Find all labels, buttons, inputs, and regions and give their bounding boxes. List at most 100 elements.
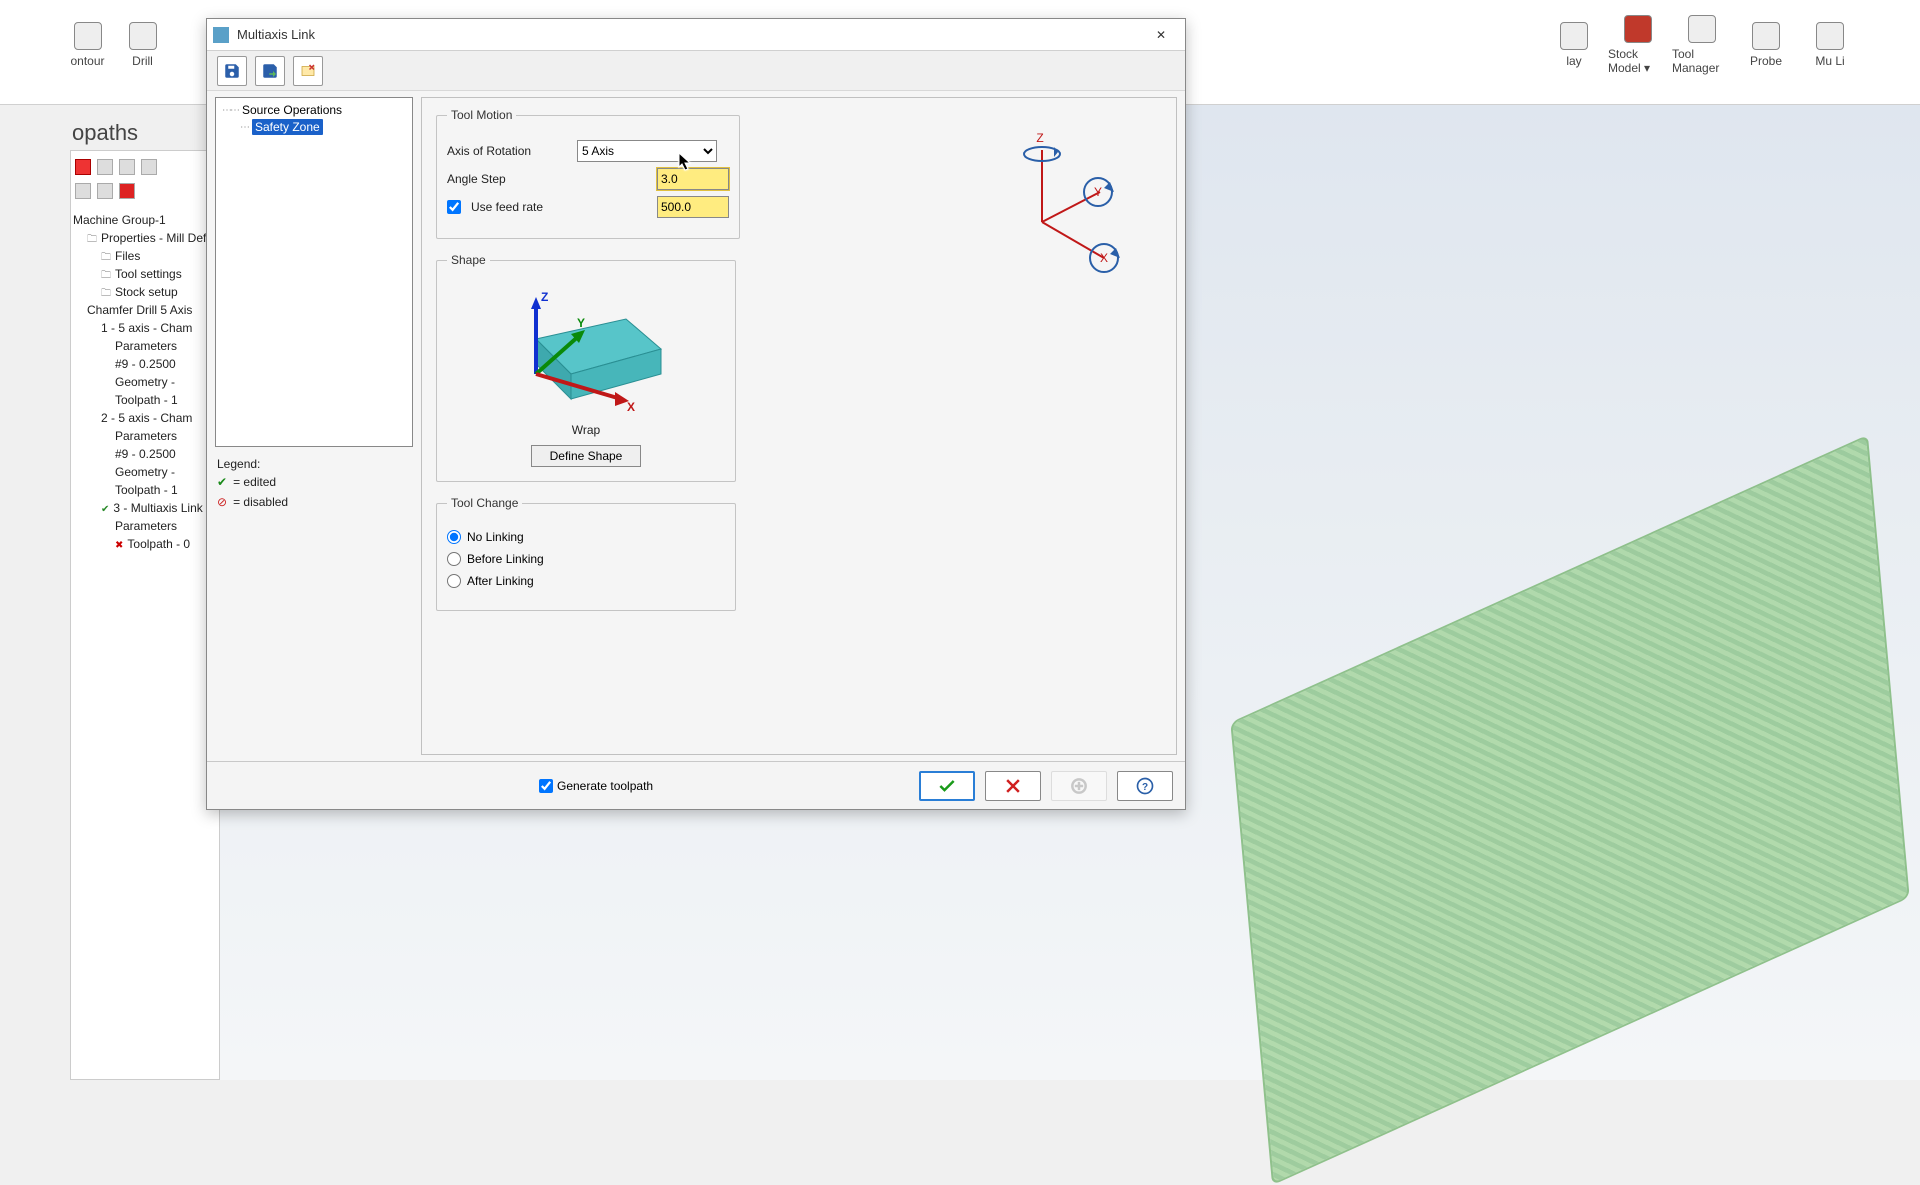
nav-item-safety-zone[interactable]: ⋯ Safety Zone — [222, 118, 406, 136]
tree-node[interactable]: Machine Group-1 — [73, 211, 217, 229]
nav-label: Safety Zone — [252, 119, 323, 135]
contour-icon — [74, 22, 102, 50]
ribbon-probe[interactable]: Probe — [1736, 0, 1796, 90]
before-linking-radio[interactable] — [447, 552, 461, 566]
apply-button — [1051, 771, 1107, 801]
legend: Legend: ✔ = edited ⊘ = disabled — [215, 453, 413, 519]
drill-icon — [129, 22, 157, 50]
save-button[interactable] — [217, 56, 247, 86]
help-button[interactable]: ? — [1117, 771, 1173, 801]
svg-text:Y: Y — [1094, 185, 1102, 199]
tree-node[interactable]: Tool settings — [73, 265, 217, 283]
tree-node[interactable]: Toolpath - 1 — [73, 481, 217, 499]
toolpaths-panel: Machine Group-1Properties - Mill DefaFil… — [70, 150, 220, 1080]
ribbon-multi[interactable]: Mu Li — [1800, 0, 1860, 90]
svg-text:X: X — [627, 400, 635, 414]
generate-toolpath-option[interactable]: Generate toolpath — [539, 779, 653, 793]
dialog-titlebar[interactable]: Multiaxis Link ✕ — [207, 19, 1185, 51]
ribbon-tool-manager[interactable]: Tool Manager — [1672, 0, 1732, 90]
tree-node[interactable]: Parameters — [73, 337, 217, 355]
generate-toolpath-checkbox[interactable] — [539, 779, 553, 793]
tree-node[interactable]: 1 - 5 axis - Cham — [73, 319, 217, 337]
shape-preview: Z Y X — [481, 279, 691, 419]
axis-of-rotation-select[interactable]: 5 Axis — [577, 140, 717, 162]
close-button[interactable]: ✕ — [1143, 23, 1179, 47]
dialog-icon — [213, 27, 229, 43]
shape-caption: Wrap — [447, 423, 725, 437]
tree-node[interactable]: #9 - 0.2500 — [73, 355, 217, 373]
tool-change-group: Tool Change No Linking Before Linking Af… — [436, 496, 736, 611]
ribbon-contour[interactable]: ontour — [60, 0, 115, 90]
define-shape-button[interactable]: Define Shape — [531, 445, 642, 467]
angle-step-input[interactable] — [657, 168, 729, 190]
cursor-icon — [678, 152, 692, 172]
tool-icon[interactable] — [141, 159, 157, 175]
legend-disabled: = disabled — [233, 495, 288, 509]
reset-button[interactable] — [293, 56, 323, 86]
tree-connector-icon: ⋯ — [240, 122, 248, 133]
ribbon-play[interactable]: lay — [1544, 0, 1604, 90]
save-as-button[interactable] — [255, 56, 285, 86]
delete-icon[interactable] — [75, 159, 91, 175]
axis-of-rotation-label: Axis of Rotation — [447, 144, 567, 158]
tree-node[interactable]: Stock setup — [73, 283, 217, 301]
tree-node[interactable]: Files — [73, 247, 217, 265]
tree-node[interactable]: Parameters — [73, 427, 217, 445]
multiaxis-link-dialog: Multiaxis Link ✕ ⋯⋯ Source Operations ⋯ … — [206, 18, 1186, 810]
tree-node[interactable]: Geometry - — [73, 373, 217, 391]
tree-node[interactable]: Toolpath - 1 — [73, 391, 217, 409]
panel-toolbar — [73, 155, 217, 179]
legend-edited: = edited — [233, 475, 276, 489]
svg-text:Z: Z — [541, 290, 548, 304]
svg-text:Y: Y — [577, 316, 585, 330]
panel-title: opaths — [72, 120, 138, 146]
panel-toolbar-2 — [73, 179, 217, 203]
cancel-button[interactable] — [985, 771, 1041, 801]
tool-icon[interactable] — [75, 183, 91, 199]
tree-node[interactable]: Properties - Mill Defa — [73, 229, 217, 247]
group-title: Tool Motion — [447, 108, 516, 122]
dialog-footer: Generate toolpath ? — [207, 761, 1185, 809]
group-title: Tool Change — [447, 496, 522, 510]
nav-label: Source Operations — [242, 103, 342, 117]
check-icon: ✔ — [217, 475, 227, 489]
dialog-toolbar — [207, 51, 1185, 91]
group-title: Shape — [447, 253, 490, 267]
shape-group: Shape Z Y — [436, 253, 736, 482]
ok-button[interactable] — [919, 771, 975, 801]
tree-node[interactable]: 2 - 5 axis - Cham — [73, 409, 217, 427]
svg-text:?: ? — [1142, 782, 1148, 793]
dialog-title: Multiaxis Link — [237, 27, 1143, 42]
generate-toolpath-label: Generate toolpath — [557, 779, 653, 793]
tree-node[interactable]: Toolpath - 0 — [73, 535, 217, 553]
part-model — [1230, 435, 1909, 1185]
tree-node[interactable]: 3 - Multiaxis Link — [73, 499, 217, 517]
tool-icon[interactable] — [97, 183, 113, 199]
nav-item-source-ops[interactable]: ⋯⋯ Source Operations — [222, 102, 406, 118]
no-linking-radio[interactable] — [447, 530, 461, 544]
tool-icon[interactable] — [119, 159, 135, 175]
radio-label: No Linking — [467, 530, 524, 544]
legend-title: Legend: — [217, 457, 411, 471]
ribbon-label: Drill — [132, 54, 153, 68]
tree-node[interactable]: #9 - 0.2500 — [73, 445, 217, 463]
radio-label: After Linking — [467, 574, 534, 588]
radio-label: Before Linking — [467, 552, 544, 566]
use-feed-rate-checkbox[interactable] — [447, 200, 461, 214]
tool-motion-group: Tool Motion Axis of Rotation 5 Axis Angl… — [436, 108, 740, 239]
after-linking-radio[interactable] — [447, 574, 461, 588]
tree-node[interactable]: Parameters — [73, 517, 217, 535]
tree-node[interactable]: Chamfer Drill 5 Axis — [73, 301, 217, 319]
axis-diagram: Z Y X — [1000, 122, 1150, 292]
ribbon-stock-model[interactable]: Stock Model ▾ — [1608, 0, 1668, 90]
operations-tree[interactable]: Machine Group-1Properties - Mill DefaFil… — [73, 211, 217, 553]
tool-icon[interactable] — [97, 159, 113, 175]
svg-text:X: X — [1100, 251, 1108, 265]
use-feed-rate-label: Use feed rate — [471, 200, 647, 214]
tree-node[interactable]: Geometry - — [73, 463, 217, 481]
ribbon-drill[interactable]: Drill — [115, 0, 170, 90]
nav-tree[interactable]: ⋯⋯ Source Operations ⋯ Safety Zone — [215, 97, 413, 447]
tree-connector-icon: ⋯⋯ — [222, 105, 238, 116]
feed-rate-input[interactable] — [657, 196, 729, 218]
down-arrow-icon[interactable] — [119, 183, 135, 199]
